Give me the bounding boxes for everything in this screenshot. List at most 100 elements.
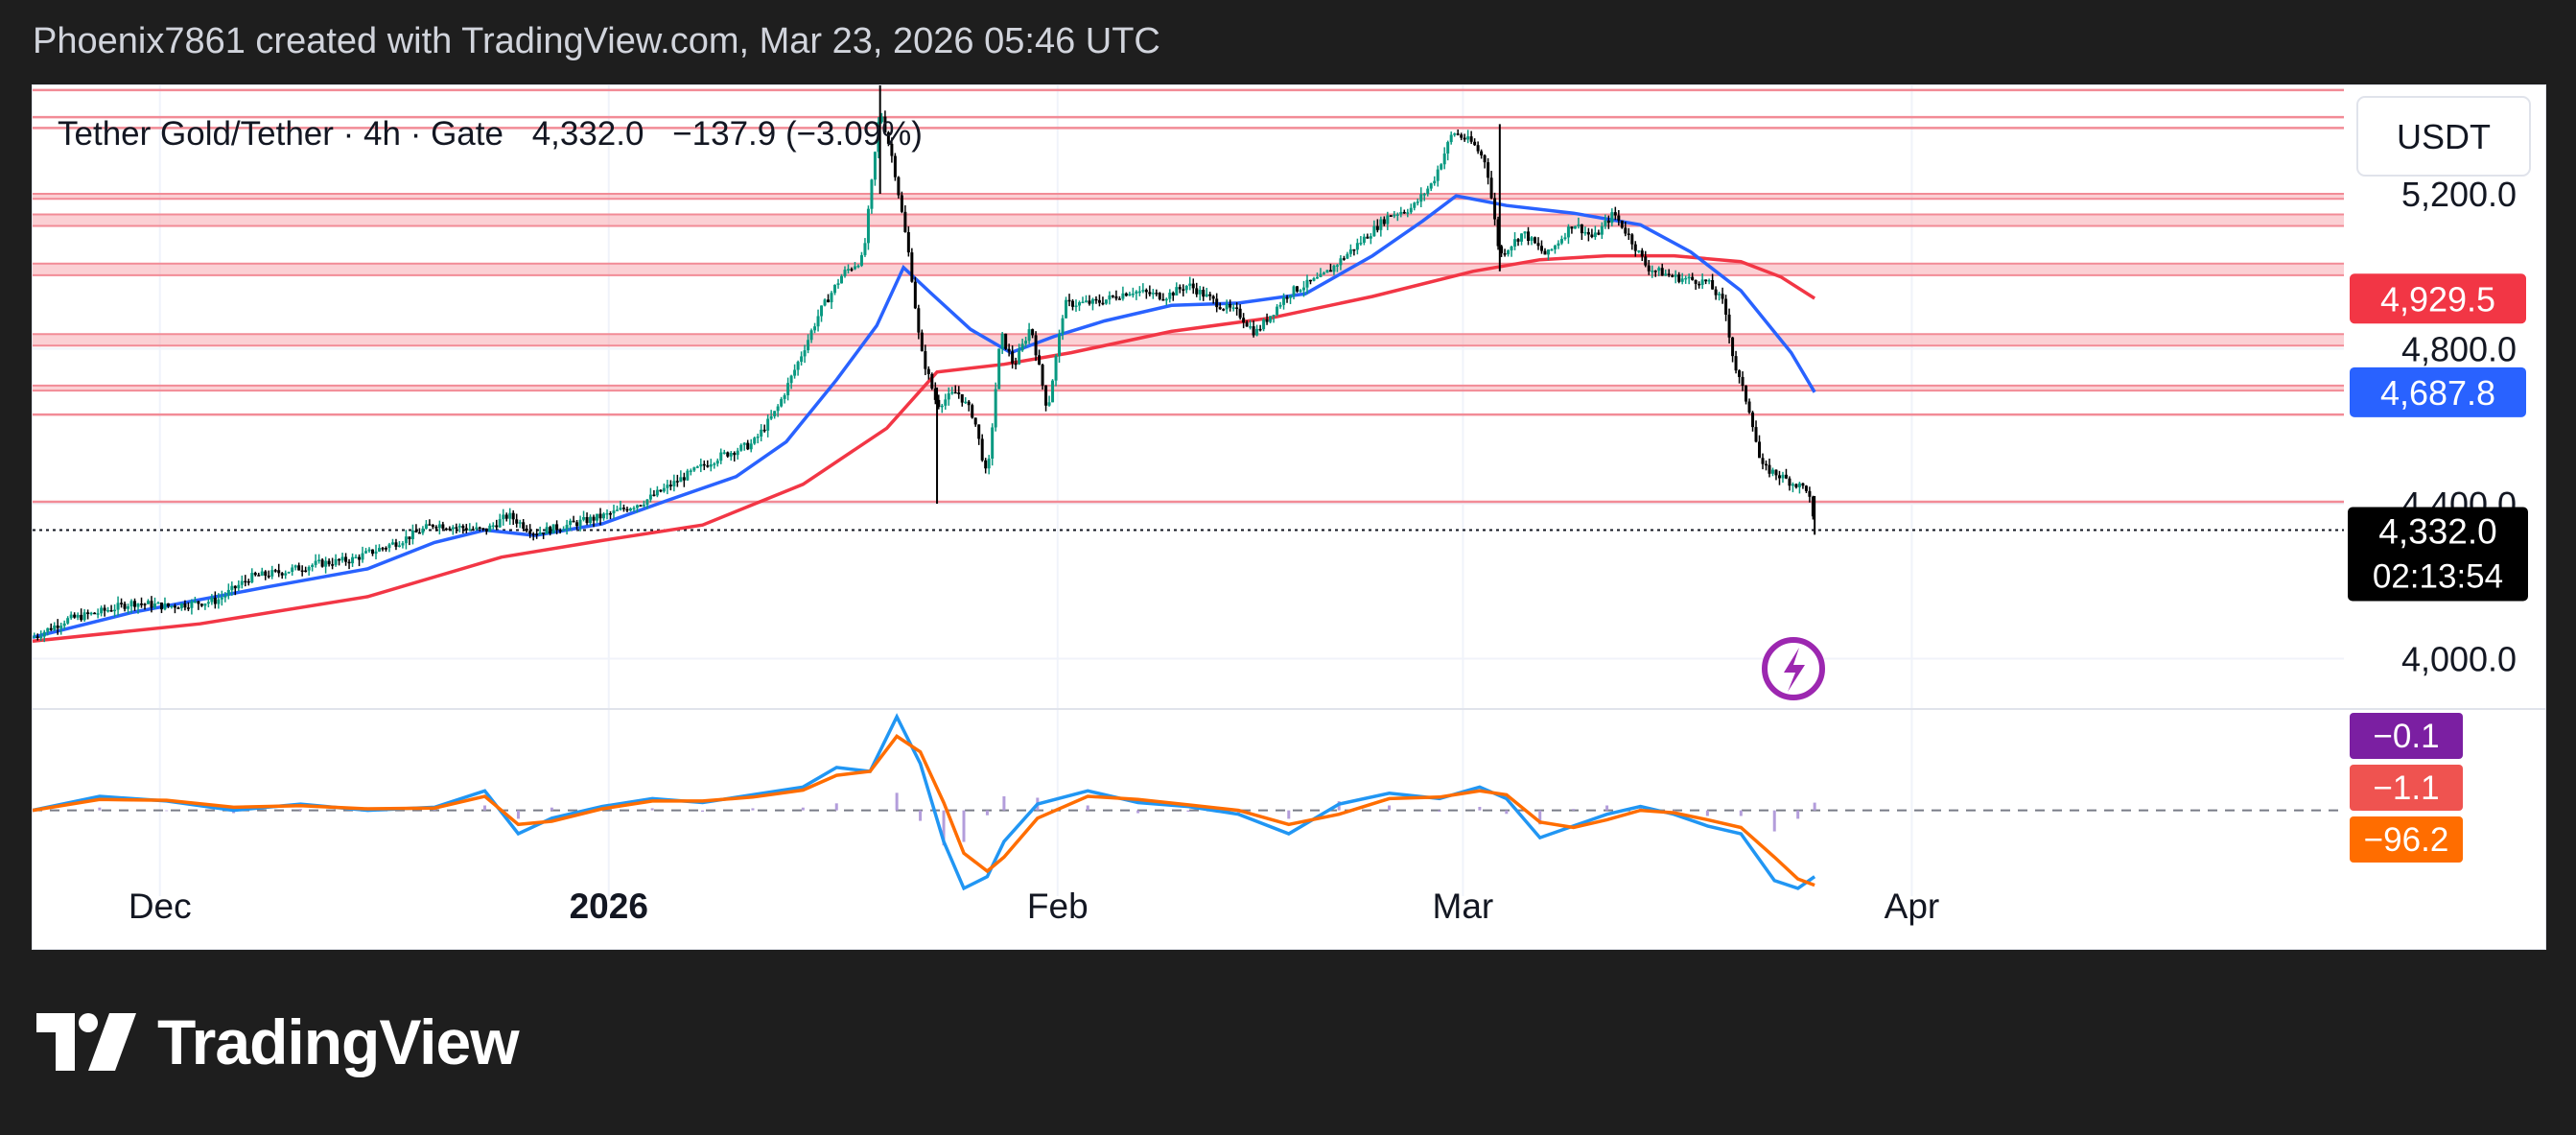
resistance-band <box>33 214 2344 226</box>
candle-body <box>1155 293 1159 295</box>
candle-body <box>1493 198 1497 220</box>
candle-body <box>930 373 934 389</box>
candle-body <box>371 549 375 555</box>
candle-body <box>1597 232 1601 235</box>
candle-body <box>106 609 110 612</box>
candle-body <box>1020 343 1024 351</box>
candle-body <box>1413 202 1417 208</box>
candle-body <box>679 477 683 483</box>
candle-body <box>709 464 713 467</box>
candle-body <box>803 350 807 357</box>
price-chart[interactable]: Tether Gold/Tether · 4h · Gate 4,332.0 −… <box>33 85 2545 949</box>
candle-body <box>719 452 723 461</box>
candle-body <box>1436 169 1440 181</box>
candles <box>33 85 1816 643</box>
chart-card[interactable]: Tether Gold/Tether · 4h · Gate 4,332.0 −… <box>32 84 2546 950</box>
candle-body <box>246 580 250 583</box>
candle-body <box>1319 273 1323 277</box>
candle-body <box>1711 279 1715 290</box>
candle-body <box>893 155 897 177</box>
candle-body <box>80 614 83 621</box>
candle-body <box>859 254 863 266</box>
candle-body <box>850 269 854 271</box>
candle-body <box>980 438 984 461</box>
candle-body <box>1667 273 1671 275</box>
candle-body <box>1235 307 1239 309</box>
currency-box[interactable] <box>2356 96 2531 177</box>
candle-body <box>1308 279 1312 282</box>
candle-body <box>926 368 930 374</box>
candle-body <box>1375 225 1379 230</box>
candle-body <box>715 461 719 464</box>
candle-body <box>1175 287 1179 296</box>
candle-body <box>569 520 573 526</box>
candle-body <box>1315 276 1319 279</box>
candle-body <box>410 530 414 539</box>
candle-body <box>1121 293 1125 299</box>
candle-body <box>100 607 104 614</box>
candle-body <box>103 607 106 611</box>
candle-body <box>46 627 50 632</box>
candle-body <box>253 573 257 576</box>
macd-line <box>33 713 1816 891</box>
candle-body <box>1687 276 1691 279</box>
candle-body <box>957 392 961 394</box>
candle-body <box>491 525 495 528</box>
lightning-icon[interactable] <box>1762 637 1825 700</box>
price-axis[interactable]: 5,200.04,800.04,400.04,000.0 <box>2401 175 2517 678</box>
price-labels: 4,929.5 4,687.8 4,332.0 02:13:54 −0.1 −1.1 −96… <box>2348 273 2528 863</box>
candle-body <box>394 542 398 547</box>
candle-body <box>1018 350 1021 365</box>
resistance-band <box>33 263 2344 275</box>
candle-body <box>1657 268 1661 272</box>
candle-body <box>913 281 917 309</box>
candle-body <box>917 308 921 333</box>
candle-body <box>324 560 328 567</box>
candle-body <box>431 525 434 528</box>
candle-body <box>351 556 355 564</box>
candle-body <box>86 612 90 614</box>
candle-body <box>596 513 599 521</box>
candle-body <box>1510 246 1513 251</box>
candle-body <box>455 527 458 529</box>
candle-body <box>645 499 649 506</box>
candle-body <box>96 613 100 615</box>
candle-body <box>1409 207 1413 213</box>
candle-body <box>1348 248 1352 254</box>
candle-body <box>140 603 144 605</box>
candle-body <box>820 305 824 317</box>
tradingview-logo[interactable]: TradingView <box>36 1005 520 1078</box>
candle-body <box>1161 298 1165 301</box>
candle-body <box>417 532 421 534</box>
candle-body <box>270 570 274 577</box>
candle-body <box>538 532 542 535</box>
ma-fast-price-label: 4,687.8 <box>2380 373 2495 413</box>
grid <box>33 85 2545 896</box>
candle-body <box>1671 274 1674 277</box>
time-axis[interactable]: Dec 2026 Feb Mar Apr <box>129 887 1939 926</box>
candle-body <box>150 601 153 608</box>
candle-body <box>1296 286 1300 292</box>
candle-body <box>733 453 737 456</box>
candle-body <box>508 512 512 519</box>
candle-body <box>1111 295 1114 297</box>
candle-body <box>340 556 344 561</box>
candle-body <box>401 543 405 546</box>
candle-body <box>1429 183 1433 189</box>
candle-body <box>437 524 441 529</box>
candle-body <box>1406 212 1410 214</box>
candle-body <box>1644 256 1648 266</box>
last-price-label-bg <box>2348 507 2528 602</box>
macd-pane <box>33 713 2344 891</box>
candle-body <box>331 564 335 566</box>
candle-body <box>1229 303 1232 308</box>
page-header: Phoenix7861 created with TradingView.com… <box>33 21 1160 61</box>
candle-body <box>1503 253 1507 255</box>
candle-body <box>906 231 910 253</box>
candle-body <box>1114 296 1118 299</box>
candle-body <box>390 542 394 545</box>
candle-body <box>1285 297 1289 299</box>
macd-histogram-label-bg <box>2350 713 2463 759</box>
candle-body <box>1051 380 1055 403</box>
candle-body <box>69 614 73 619</box>
